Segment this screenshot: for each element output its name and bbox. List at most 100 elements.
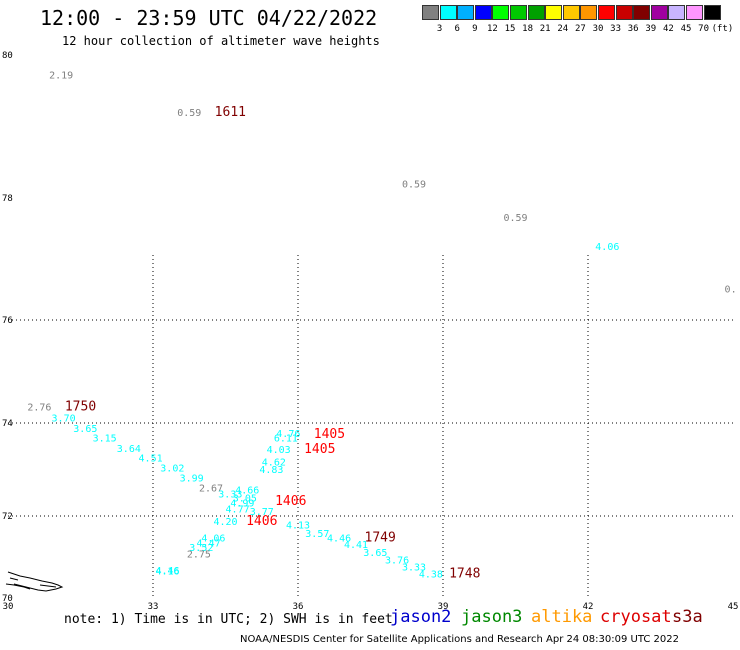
colorbar-swatch <box>703 5 721 20</box>
credit-footer: NOAA/NESDIS Center for Satellite Applica… <box>240 634 679 645</box>
colorbar-swatch <box>492 5 510 20</box>
colorbar-swatch <box>580 5 598 20</box>
wave-height-label: 3.77 <box>250 507 274 518</box>
page-title: 12:00 - 23:59 UTC 04/22/2022 <box>40 6 378 30</box>
wave-height-label: 4.03 <box>267 445 291 456</box>
lat-label: 74 <box>2 419 13 429</box>
lat-label: 72 <box>2 512 13 522</box>
footnote: note: 1) Time is in UTC; 2) SWH is in fe… <box>64 612 393 627</box>
wave-height-label: 3.65 <box>363 548 387 559</box>
legend-cryosat: cryosat <box>600 607 672 627</box>
legend-s3a: s3a <box>672 607 703 627</box>
lon-label: 42 <box>583 602 594 612</box>
wave-height-label: 3.65 <box>73 424 97 435</box>
wave-height-label: 0.59 <box>402 179 426 190</box>
wave-height-label: 3.64 <box>117 444 141 455</box>
wave-height-label: 4.47 <box>197 538 221 549</box>
wave-height-label: 4.06 <box>595 242 619 253</box>
lat-label: 78 <box>2 194 13 204</box>
lat-label: 76 <box>2 316 13 326</box>
wave-height-label: 6.11 <box>274 434 298 445</box>
lat-label: 80 <box>2 51 13 61</box>
colorbar-label: 18 <box>522 24 534 34</box>
colorbar-label: 45 <box>680 24 692 34</box>
colorbar-swatch <box>615 5 633 20</box>
wave-height-label: 4.76 <box>276 429 300 440</box>
colorbar-label: 70 <box>698 24 710 34</box>
wave-height-label: 2.19 <box>49 71 73 82</box>
wave-height-label: 3.05 <box>233 494 257 505</box>
wave-height-label: 0.59 <box>177 108 201 119</box>
wave-height-label: 4.13 <box>286 520 310 531</box>
wave-height-label: 0. <box>725 285 737 296</box>
colorbar-label: 24 <box>557 24 569 34</box>
colorbar-swatch <box>510 5 527 20</box>
pass-time-label: 1405 <box>304 442 335 457</box>
colorbar-swatch <box>527 5 545 20</box>
colorbar-swatch <box>457 5 475 20</box>
wave-height-label: 4.62 <box>262 457 286 468</box>
wave-height-label: 0.59 <box>503 213 527 224</box>
colorbar-swatch <box>598 5 615 20</box>
wave-height-label: 4.06 <box>201 533 225 544</box>
colorbar-label: 42 <box>662 24 674 34</box>
legend-jason2: jason2 <box>390 607 452 627</box>
pass-time-label: 1405 <box>314 427 345 442</box>
wave-height-label: 4.46 <box>155 566 179 577</box>
colorbar-label: 30 <box>592 24 604 34</box>
wave-height-label: 3.33 <box>218 489 242 500</box>
colorbar-swatch <box>545 5 563 20</box>
pass-time-label: 1750 <box>65 400 96 415</box>
colorbar-label: 27 <box>574 24 586 34</box>
colorbar-swatch <box>562 5 580 20</box>
colorbar-label: 15 <box>504 24 516 34</box>
wave-height-label: 4.16 <box>155 567 179 578</box>
colorbar-label: 12 <box>486 24 498 34</box>
wave-height-label: 3.99 <box>180 474 204 485</box>
wave-height-label: 3.57 <box>305 529 329 540</box>
wave-height-label: 3.15 <box>93 434 117 445</box>
page-subtitle: 12 hour collection of altimeter wave hei… <box>62 34 380 48</box>
wave-height-label: 4.46 <box>327 533 351 544</box>
pass-time-label: 1406 <box>246 514 277 529</box>
lon-label: 33 <box>148 602 159 612</box>
wave-height-label: 2.76 <box>27 403 51 414</box>
coastline <box>5 571 64 592</box>
pass-time-label: 1406 <box>275 494 306 509</box>
wave-height-label: 3.70 <box>52 413 76 424</box>
colorbar-label: 3 <box>436 24 443 34</box>
wave-height-label: 3.76 <box>385 556 409 567</box>
wave-height-label: 4.77 <box>226 504 250 515</box>
wave-height-label: 2.67 <box>199 483 223 494</box>
legend-jason3: jason3 <box>461 607 523 627</box>
colorbar-label: 39 <box>645 24 657 34</box>
wave-height-label: 4.38 <box>419 570 443 581</box>
colorbar-unit: (ft) <box>711 24 734 34</box>
colorbar-swatch <box>668 5 686 20</box>
lon-label: 45 <box>728 602 739 612</box>
wave-height-label: 3.52 <box>189 543 213 554</box>
wave-height-label: 4.99 <box>230 499 254 510</box>
colorbar-label: 21 <box>539 24 551 34</box>
wave-height-label: 2.75 <box>187 549 211 560</box>
pass-time-label: 1748 <box>449 567 480 582</box>
colorbar-label: 9 <box>472 24 478 34</box>
pass-time-label: 1611 <box>215 105 246 120</box>
wave-height-label: 4.41 <box>344 540 368 551</box>
colorbar-swatch <box>633 5 651 20</box>
wave-height-label: 3.33 <box>402 563 426 574</box>
colorbar-swatch <box>474 5 492 20</box>
lon-label: 39 <box>438 602 449 612</box>
colorbar-label: 36 <box>627 24 639 34</box>
lat-label: 70 <box>2 594 13 604</box>
lon-label: 30 <box>3 602 14 612</box>
colorbar-swatch <box>422 5 439 20</box>
colorbar-label: 6 <box>454 24 460 34</box>
pass-time-label: 1749 <box>365 530 396 545</box>
wave-height-label: 4.83 <box>259 465 283 476</box>
colorbar-swatch <box>650 5 668 20</box>
map-grid <box>8 255 733 598</box>
lon-label: 36 <box>293 602 304 612</box>
